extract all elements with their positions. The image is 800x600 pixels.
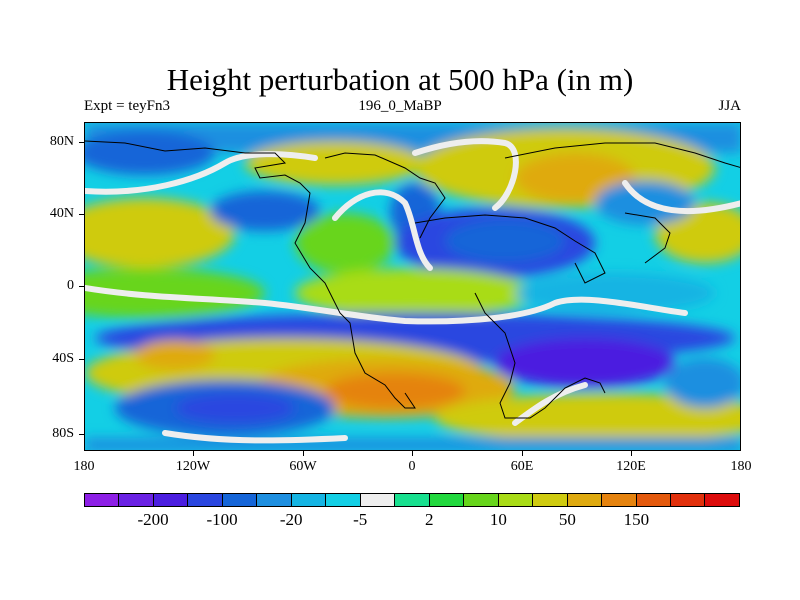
colorbar-label: -200 (137, 510, 169, 529)
colorbar-label: -5 (353, 510, 368, 529)
lon-label-180w: 180 (73, 459, 95, 474)
lon-tick (522, 451, 523, 456)
lat-tick (79, 359, 84, 360)
colorbar-box (188, 494, 223, 506)
lon-label-60W: 60W (289, 459, 317, 474)
colorbar-box (119, 494, 154, 506)
height-perturbation-map (84, 122, 741, 451)
colorbar-box (257, 494, 292, 506)
colorbar-box (326, 494, 361, 506)
colorbar-label: 10 (489, 510, 507, 529)
colorbar-label: -20 (279, 510, 303, 529)
colorbar-label: 150 (623, 510, 650, 529)
lon-label-120W: 120W (175, 459, 211, 474)
lon-label-180e: 180 (730, 459, 752, 474)
lat-label-40S: 40S (52, 351, 74, 366)
coastlines (85, 140, 740, 419)
colorbar-box (705, 494, 739, 506)
lon-tick (631, 451, 632, 456)
colorbar-box (291, 494, 327, 506)
experiment-label: Expt = teyFn3 (84, 98, 170, 114)
colorbar-box (395, 494, 430, 506)
colorbar-label: -100 (206, 510, 238, 529)
colorbar-box (498, 494, 534, 506)
zero-contour-bands (85, 138, 740, 444)
colorbar-box (567, 494, 603, 506)
contour-field (85, 123, 740, 450)
lon-label-60E: 60E (510, 459, 534, 474)
figure-title: Height perturbation at 500 hPa (in m) (166, 62, 634, 97)
colorbar-box (636, 494, 671, 506)
lat-tick (79, 286, 84, 287)
colorbar-box (360, 494, 396, 506)
lat-label-80S: 80S (52, 426, 74, 441)
colorbar-box (464, 494, 499, 506)
lat-tick (79, 142, 84, 143)
lon-tick (303, 451, 304, 456)
lat-label-0: 0 (67, 278, 74, 293)
colorbar-box (533, 494, 568, 506)
lon-label-0: 0 (408, 459, 416, 474)
colorbar-label: 2 (425, 510, 434, 529)
time-label: 196_0_MaBP (358, 98, 442, 114)
lon-tick (193, 451, 194, 456)
colorbar-box (85, 494, 120, 506)
colorbar-box (429, 494, 465, 506)
colorbar-box (222, 494, 258, 506)
colorbar-box (670, 494, 706, 506)
lon-tick (412, 451, 413, 456)
colorbar-box (153, 494, 189, 506)
lat-label-80N: 80N (49, 134, 74, 149)
lat-label-40N: 40N (49, 206, 74, 221)
colorbar (84, 493, 740, 507)
season-label: JJA (718, 98, 741, 114)
lat-tick (79, 214, 84, 215)
colorbar-box (602, 494, 637, 506)
colorbar-label: 50 (558, 510, 576, 529)
lon-label-120E: 120E (616, 459, 646, 474)
lat-tick (79, 434, 84, 435)
